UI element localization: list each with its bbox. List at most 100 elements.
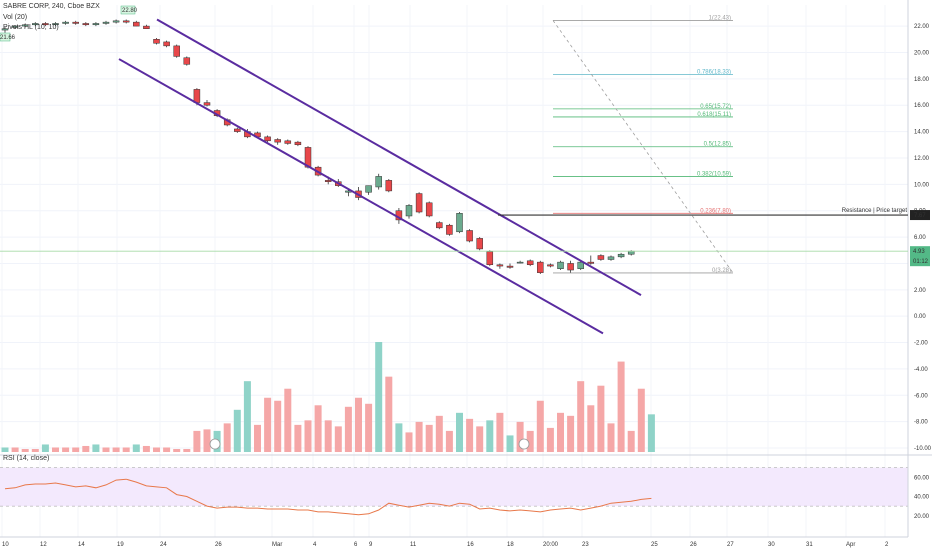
candle-body [102, 21, 110, 24]
candle-body [466, 230, 473, 242]
last-price-tag [910, 246, 930, 267]
price-tick-label: -10.00 [914, 446, 932, 452]
fib-level-label: 0.65(15.72) [700, 104, 731, 110]
volume-bar [516, 421, 524, 452]
volume-bar [526, 430, 534, 452]
time-tick-label: 26 [690, 542, 697, 548]
candle-body [385, 180, 393, 192]
candle-body [264, 136, 271, 142]
grid [0, 5, 908, 537]
candle-body [617, 253, 625, 258]
candle-body [11, 25, 19, 28]
time-tick-label: 23 [582, 542, 589, 548]
time-tick-label: 18 [507, 542, 514, 548]
fibonacci-retracement[interactable]: 1(22.43) 0.786(18.33) 0.65(15.72) 0.618(15.… [552, 15, 734, 274]
candle-body [153, 39, 160, 44]
candle-body [375, 176, 382, 188]
candle-body [32, 23, 39, 26]
time-tick-label: 31 [806, 542, 813, 548]
volume-bar [112, 447, 120, 452]
volume-bars [1, 342, 655, 452]
resistance-label: Resistance | Price target [842, 208, 908, 214]
time-tick-label: 25 [651, 542, 658, 548]
volume-bar [1, 447, 9, 452]
volume-bar [243, 381, 251, 452]
price-tick-label: 6.00 [914, 235, 926, 241]
volume-bar [304, 420, 312, 452]
volume-bar [567, 415, 575, 452]
volume-bar [274, 400, 282, 452]
volume-bar [587, 405, 595, 452]
time-tick-label: 9 [369, 542, 373, 548]
candle-body [183, 57, 191, 65]
candle-body [365, 185, 372, 193]
volume-bar [365, 403, 373, 452]
price-tick-label: -8.00 [914, 420, 928, 426]
candle-body [526, 260, 534, 266]
candle-body [607, 256, 615, 260]
price-tick-label: -6.00 [914, 393, 928, 399]
candle-body [72, 21, 79, 24]
candle-body [516, 261, 524, 264]
fib-trend-line [552, 20, 734, 274]
rsi-line [4, 478, 652, 516]
candle-body [567, 263, 574, 271]
rsi-legend: RSI (14, close) [3, 455, 50, 462]
volume-bar [254, 424, 261, 452]
time-tick-label: 4 [313, 542, 317, 548]
candle-body [627, 250, 635, 255]
candle-body [122, 20, 130, 23]
volume-bar [456, 412, 463, 452]
volume-bar [415, 421, 423, 452]
price-tick-label: 10.00 [914, 182, 930, 188]
candle-body [284, 140, 292, 144]
candle-body [557, 261, 564, 269]
time-tick-label: 16 [467, 542, 474, 548]
fib-level-label: 0.382(10.59) [697, 172, 731, 178]
candle-body [173, 45, 180, 57]
candle-body [133, 21, 140, 27]
pivot-low-label: 21.66 [0, 35, 16, 41]
down-channel[interactable] [118, 18, 642, 335]
price-tick-label: 16.00 [914, 103, 930, 109]
rsi-band [0, 467, 908, 507]
volume-bar [163, 447, 171, 452]
volume-bar [142, 445, 150, 452]
time-tick-label: 14 [78, 542, 85, 548]
pivot-low-box [0, 32, 11, 42]
candle-body [456, 213, 463, 233]
price-tick-label: 20.00 [914, 50, 930, 56]
time-tick-label: 24 [160, 542, 167, 548]
rsi-pane: 60.00 40.00 20.00 [0, 467, 930, 520]
volume-bar [445, 430, 453, 452]
candle-body [21, 24, 29, 27]
candle-body [436, 222, 443, 229]
channel-lower-line [118, 58, 604, 335]
volume-bar [597, 385, 605, 452]
volume-bar [62, 447, 70, 452]
volume-bar [344, 406, 352, 452]
candle-body [62, 21, 69, 24]
volume-bar [557, 412, 564, 452]
price-tick-label: 2.00 [914, 288, 926, 294]
volume-bar [395, 423, 403, 452]
price-tick-label: 12.00 [914, 156, 930, 162]
volume-bar [466, 418, 474, 452]
last-price-value: 4.93 [913, 249, 925, 255]
rsi-tick-label: 40.00 [914, 495, 930, 501]
candle-body [294, 141, 302, 146]
resistance-price-value: 7.67 [914, 213, 926, 219]
volume-bar [52, 447, 59, 452]
candle-body [274, 139, 281, 143]
candle-body [82, 23, 90, 26]
last-price-countdown: 01:12 [913, 259, 929, 265]
volume-bar [607, 423, 615, 452]
volume-bar [334, 426, 342, 452]
volume-bar [72, 447, 80, 452]
candle-body [496, 264, 504, 267]
volume-bar [41, 444, 49, 452]
price-tick-label: 18.00 [914, 77, 930, 83]
candle-body [234, 128, 241, 132]
candle-body [163, 41, 170, 47]
